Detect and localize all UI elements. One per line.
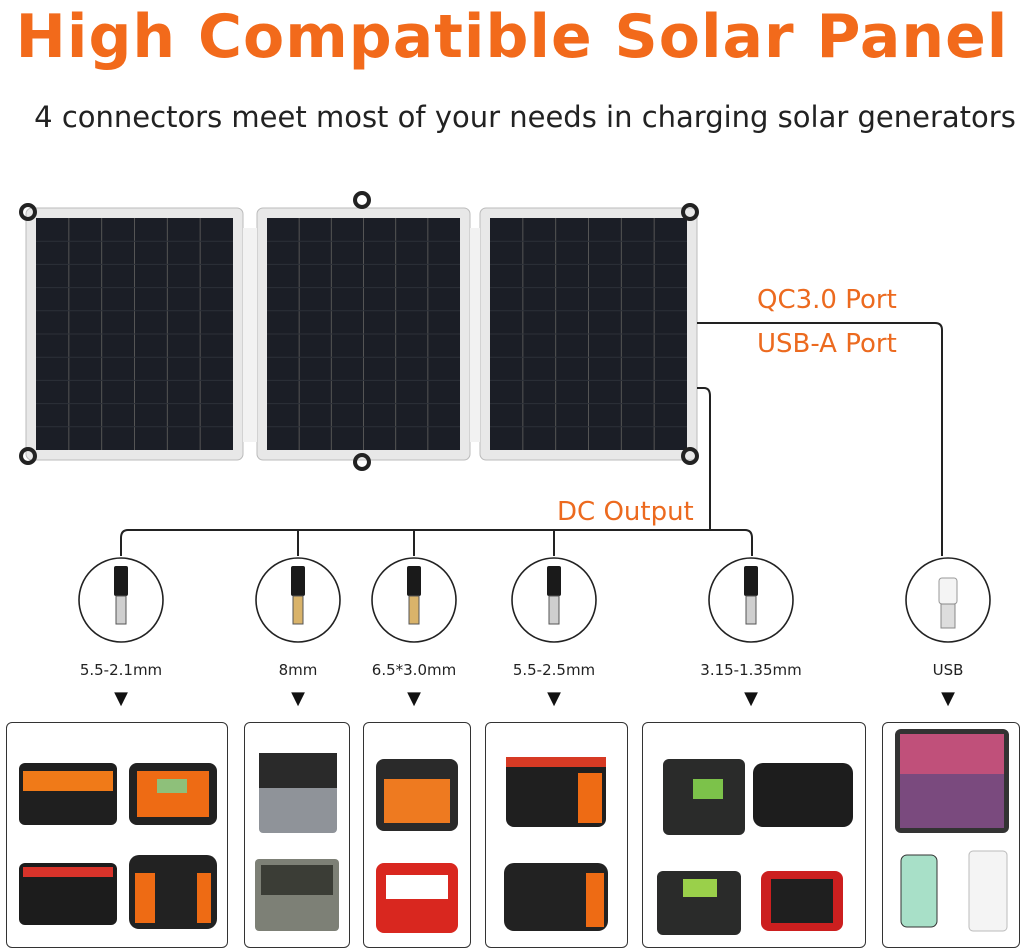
dc-cable [697, 387, 711, 530]
power-station-image [19, 863, 117, 925]
connector-label: 3.15-1.35mm [700, 661, 802, 679]
usb-cable [697, 322, 943, 556]
compatible-devices-box [642, 722, 866, 948]
dc-plug-icon [708, 557, 794, 643]
hanging-loop-icon [19, 447, 37, 465]
power-station-images [19, 763, 217, 929]
connector-label: 6.5*3.0mm [371, 661, 457, 679]
power-station-image [504, 863, 608, 931]
power-station-image [753, 763, 853, 827]
arrow-down-icon: ▼ [114, 688, 128, 709]
usb-a-port-label: USB-A Port [757, 329, 897, 359]
solar-panel [19, 191, 699, 471]
hanging-loop-icon [19, 203, 37, 221]
power-bank-image [968, 850, 1008, 932]
compatible-devices-box [363, 722, 471, 948]
arrow-down-icon: ▼ [407, 688, 421, 709]
dc-plug-icon [78, 557, 164, 643]
compatible-devices-box [244, 722, 350, 948]
qc-port-label: QC3.0 Port [757, 285, 897, 315]
arrow-down-icon: ▼ [291, 688, 305, 709]
arrow-down-icon: ▼ [744, 688, 758, 709]
dc-plug-icon [511, 557, 597, 643]
dc-output-label: DC Output [557, 497, 694, 527]
arrow-down-icon: ▼ [547, 688, 561, 709]
usb-plug-icon [905, 557, 991, 643]
connector-label: 5.5-2.5mm [512, 661, 596, 679]
compatible-devices-box [882, 722, 1020, 948]
panel-hinge [470, 228, 480, 442]
hanging-loop-icon [353, 191, 371, 209]
subtitle: 4 connectors meet most of your needs in … [34, 100, 1016, 134]
dc-plug-icon [255, 557, 341, 643]
hanging-loop-icon [681, 447, 699, 465]
arrow-down-icon: ▼ [941, 688, 955, 709]
connector-label: 5.5-2.1mm [79, 661, 163, 679]
page-title: High Compatible Solar Panel [15, 2, 1009, 72]
hanging-loop-icon [681, 203, 699, 221]
connector-label: 8mm [278, 661, 318, 679]
hanging-loop-icon [353, 453, 371, 471]
phone-image [900, 854, 938, 928]
dc-splitter-cable [120, 529, 753, 556]
compatible-devices-box [485, 722, 628, 948]
dc-plug-icon [371, 557, 457, 643]
power-station-image [657, 871, 741, 935]
compatible-devices-box [6, 722, 228, 948]
connector-label: USB [932, 661, 964, 679]
panel-hinge [243, 228, 257, 442]
